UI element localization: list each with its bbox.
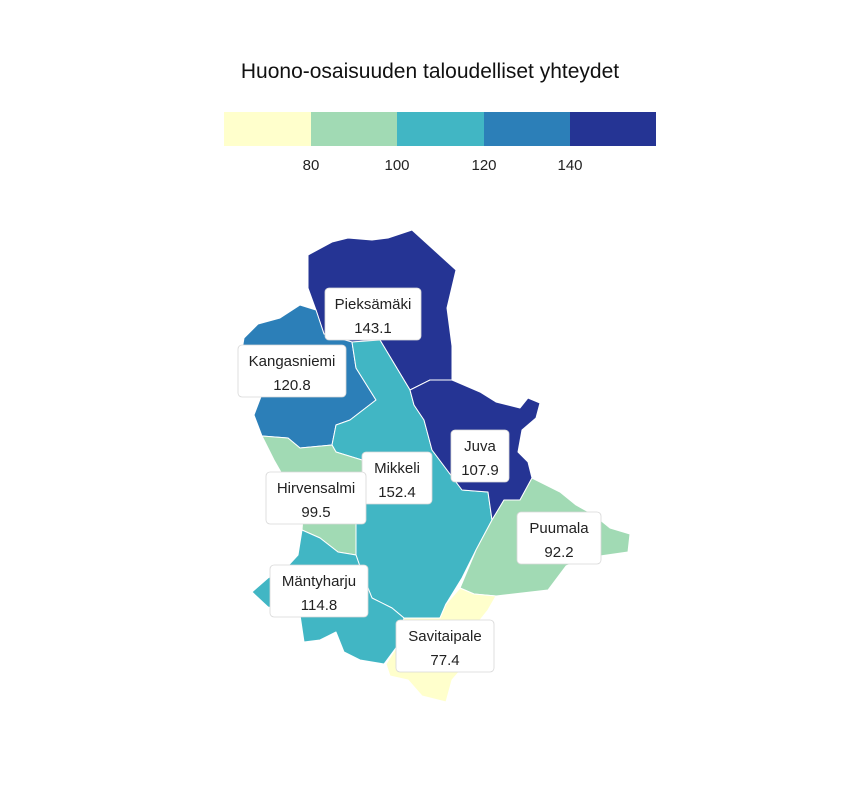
legend-tick-label: 140 [557, 157, 582, 174]
label-savitaipale: Savitaipale 77.4 [395, 619, 495, 673]
region-value-label: 152.4 [378, 484, 416, 501]
region-name-label: Juva [464, 438, 496, 455]
legend-swatch-100-120 [397, 112, 484, 146]
label-puumala: Puumala 92.2 [516, 511, 602, 565]
region-name-label: Puumala [529, 520, 589, 537]
region-name-label: Savitaipale [408, 628, 481, 645]
region-name-label: Mäntyharju [282, 573, 356, 590]
label-box [324, 287, 422, 341]
legend-swatch-120-140 [484, 112, 570, 146]
label-box [265, 471, 367, 525]
legend-swatch-under-80 [224, 112, 311, 146]
region-name-label: Mikkeli [374, 460, 420, 477]
label-pieksamaki: Pieksämäki 143.1 [324, 287, 422, 341]
region-value-label: 120.8 [273, 377, 311, 394]
label-box [516, 511, 602, 565]
region-value-label: 143.1 [354, 320, 392, 337]
legend-swatch-80-100 [311, 112, 397, 146]
label-box [269, 564, 369, 618]
map-title: Huono-osaisuuden taloudelliset yhteydet [241, 60, 619, 83]
region-labels: Pieksämäki 143.1 Kangasniemi 120.8 Juva … [237, 287, 602, 673]
label-box [237, 344, 347, 398]
region-name-label: Pieksämäki [335, 296, 412, 313]
region-name-label: Kangasniemi [249, 353, 336, 370]
region-value-label: 107.9 [461, 462, 499, 479]
region-value-label: 92.2 [544, 544, 573, 561]
region-boundary-line [379, 339, 411, 391]
label-kangasniemi: Kangasniemi 120.8 [237, 344, 347, 398]
legend-tick-label: 120 [471, 157, 496, 174]
legend-tick-label: 100 [384, 157, 409, 174]
label-box [395, 619, 495, 673]
region-value-label: 114.8 [301, 597, 337, 614]
label-hirvensalmi: Hirvensalmi 99.5 [265, 471, 367, 525]
color-legend: 80 100 120 140 [224, 112, 656, 174]
region-value-label: 99.5 [301, 504, 330, 521]
label-box [450, 429, 510, 483]
legend-tick-label: 80 [303, 157, 320, 174]
legend-swatch-over-140 [570, 112, 656, 146]
label-mikkeli: Mikkeli 152.4 [361, 451, 433, 505]
label-juva: Juva 107.9 [450, 429, 510, 483]
region-value-label: 77.4 [430, 652, 459, 669]
label-mantyharju: Mäntyharju 114.8 [269, 564, 369, 618]
region-name-label: Hirvensalmi [277, 480, 355, 497]
